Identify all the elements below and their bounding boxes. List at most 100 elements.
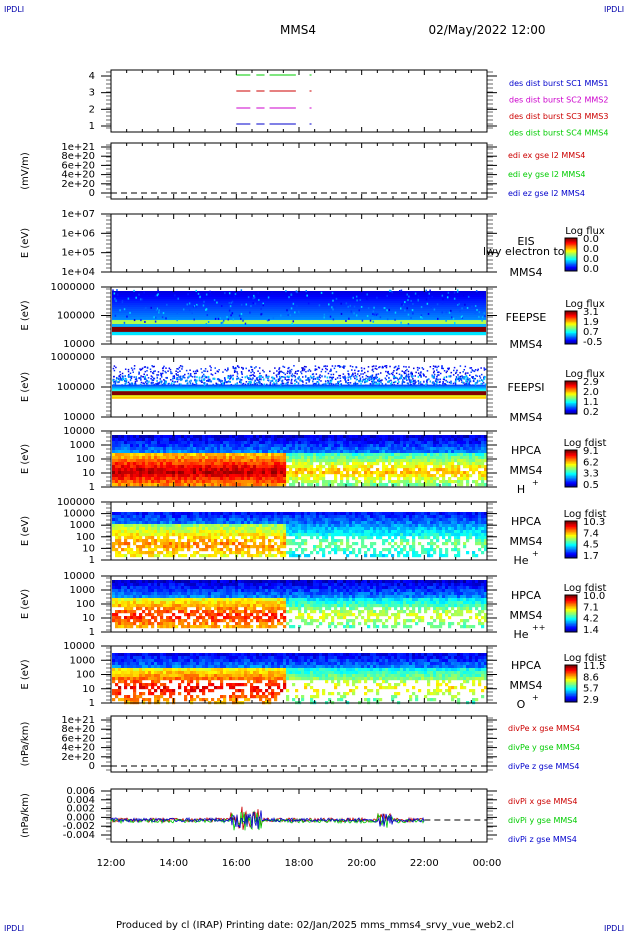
heat-cell <box>346 465 350 469</box>
heat-cell <box>442 435 446 439</box>
heat-cell <box>383 293 385 296</box>
heat-cell <box>420 306 423 309</box>
heat-cell <box>187 459 191 463</box>
heat-cell <box>308 377 310 380</box>
heat-cell <box>310 459 314 463</box>
heat-cell <box>253 450 257 454</box>
colorbar-cell <box>565 328 577 331</box>
colorbar-cell <box>565 470 577 473</box>
heat-cell <box>196 483 200 487</box>
heat-cell <box>241 480 245 484</box>
heat-cell <box>460 462 464 466</box>
heat-cell <box>256 462 260 466</box>
heat-cell <box>427 474 431 478</box>
heat-cell <box>220 477 224 481</box>
heat-cell <box>259 444 263 448</box>
heat-cell <box>446 370 448 372</box>
heat-cell <box>460 471 464 475</box>
heat-cell <box>274 474 278 478</box>
heat-cell <box>457 435 461 439</box>
heat-cell <box>169 462 173 466</box>
heat-cell <box>436 456 440 460</box>
heat-cell <box>211 533 215 537</box>
colorbar-cell <box>565 313 577 316</box>
heat-cell <box>196 480 200 484</box>
heat-cell <box>288 375 290 378</box>
heat-cell <box>238 521 242 525</box>
heat-cell <box>415 471 419 475</box>
heat-cell <box>124 379 126 382</box>
heat-cell <box>342 376 344 378</box>
heat-cell <box>170 372 172 375</box>
heat-cell <box>424 477 428 481</box>
heat-cell <box>160 545 164 549</box>
heat-cell <box>259 471 263 475</box>
heat-cell <box>175 468 179 472</box>
heat-cell <box>295 471 299 475</box>
heat-cell <box>186 379 188 382</box>
heat-cell <box>241 462 245 466</box>
heat-cell <box>265 450 269 454</box>
heat-cell <box>307 441 311 445</box>
heat-cell <box>166 483 170 487</box>
heat-cell <box>157 533 161 537</box>
heat-cell <box>424 468 428 472</box>
heat-cell <box>148 554 152 558</box>
heat-cell <box>283 453 287 457</box>
heat-cell <box>370 438 374 442</box>
heat-cell <box>340 477 344 481</box>
heat-cell <box>229 462 233 466</box>
species-label: H <box>517 483 525 496</box>
heat-cell <box>148 471 152 475</box>
heat-cell <box>308 379 311 381</box>
heat-cell <box>388 441 392 445</box>
heat-cell <box>294 370 297 373</box>
heat-cell <box>140 381 143 384</box>
heat-cell <box>184 456 188 460</box>
heat-cell <box>184 554 188 558</box>
heat-cell <box>306 294 308 297</box>
heat-cell <box>217 435 221 439</box>
heat-cell <box>154 530 158 534</box>
heat-cell <box>269 370 271 373</box>
heat-cell <box>223 480 227 484</box>
heat-cell <box>397 435 401 439</box>
heat-cell <box>202 471 206 475</box>
heat-cell <box>127 548 131 552</box>
heat-cell <box>119 377 122 380</box>
heat-cell <box>139 524 143 528</box>
heat-cell <box>145 462 149 466</box>
heat-cell <box>139 539 143 543</box>
heat-cell <box>339 383 341 386</box>
heat-cell <box>406 379 408 381</box>
heat-cell <box>409 459 413 463</box>
heat-cell <box>217 447 221 451</box>
heat-cell <box>202 483 206 487</box>
heat-cell <box>127 441 131 445</box>
heat-cell <box>280 474 284 478</box>
heat-cell <box>289 441 293 445</box>
heat-cell <box>134 382 137 384</box>
heat-cell <box>254 375 256 378</box>
heat-cell <box>221 380 224 382</box>
heat-cell <box>202 539 206 543</box>
heat-cell <box>148 453 152 457</box>
heat-cell <box>205 468 209 472</box>
heat-cell <box>280 438 284 442</box>
heat-cell <box>194 370 197 373</box>
heat-cell <box>297 370 300 372</box>
heat-cell <box>478 315 480 318</box>
heat-cell <box>337 382 340 385</box>
heat-cell <box>337 438 341 442</box>
heat-cell <box>295 438 299 442</box>
heat-cell <box>409 465 413 469</box>
heat-cell <box>458 302 460 305</box>
heat-cell <box>340 450 344 454</box>
heat-cell <box>411 373 413 376</box>
heat-cell <box>169 368 172 371</box>
heat-cell <box>310 465 314 469</box>
heat-cell <box>391 465 395 469</box>
heat-cell <box>229 441 233 445</box>
heat-cell <box>352 474 356 478</box>
heat-cell <box>235 462 239 466</box>
